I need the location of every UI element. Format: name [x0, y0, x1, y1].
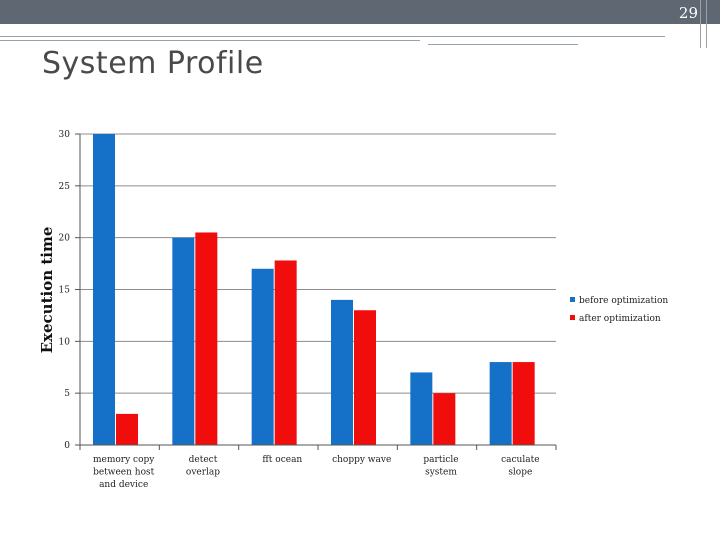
bar-before: [489, 362, 512, 445]
y-tick-label: 30: [59, 130, 71, 140]
y-tick-label: 20: [59, 234, 71, 244]
bar-after: [512, 362, 535, 445]
y-tick-label: 15: [59, 286, 71, 296]
decorative-line: [428, 44, 578, 45]
x-tick-label: particle system: [423, 455, 458, 478]
x-tick-label: detect overlap: [186, 455, 220, 478]
legend: before optimization after optimization: [570, 296, 668, 324]
axes: [75, 133, 557, 450]
legend-swatch: [570, 297, 575, 302]
bar-before: [172, 237, 195, 445]
bars: [93, 134, 535, 445]
grid-lines: [80, 133, 556, 394]
bar-after: [195, 232, 218, 445]
axis-labels: 0 5 10 15 20 25 30 memory copy between host and d…: [59, 130, 540, 490]
y-tick-label: 10: [59, 337, 71, 347]
slide-number: 29: [678, 4, 698, 22]
bar-after: [116, 413, 138, 445]
decorative-line: [700, 0, 701, 48]
y-tick-label: 25: [59, 182, 71, 192]
bar-after: [433, 393, 456, 445]
y-tick-label: 5: [64, 389, 70, 399]
bar-before: [331, 299, 353, 445]
x-tick-label: caculate slope: [501, 455, 539, 478]
y-axis-title: Execution time: [38, 227, 56, 354]
legend-swatch: [570, 315, 575, 320]
bar-after: [354, 310, 376, 445]
legend-label: before optimization: [579, 296, 668, 306]
bar-before: [93, 134, 115, 445]
header-bar: [0, 0, 720, 24]
legend-label: after optimization: [579, 314, 661, 324]
x-tick-label: memory copy between host and device: [93, 455, 155, 490]
bar-after: [274, 260, 297, 445]
bar-before: [251, 268, 274, 445]
decorative-line: [706, 0, 707, 48]
x-tick-label: choppy wave: [332, 455, 391, 465]
x-tick-label: fft ocean: [262, 455, 302, 465]
decorative-line: [0, 40, 420, 41]
decorative-line: [0, 36, 665, 37]
y-tick-label: 0: [64, 441, 70, 451]
slide-title: System Profile: [42, 46, 264, 81]
bar-before: [410, 372, 433, 445]
